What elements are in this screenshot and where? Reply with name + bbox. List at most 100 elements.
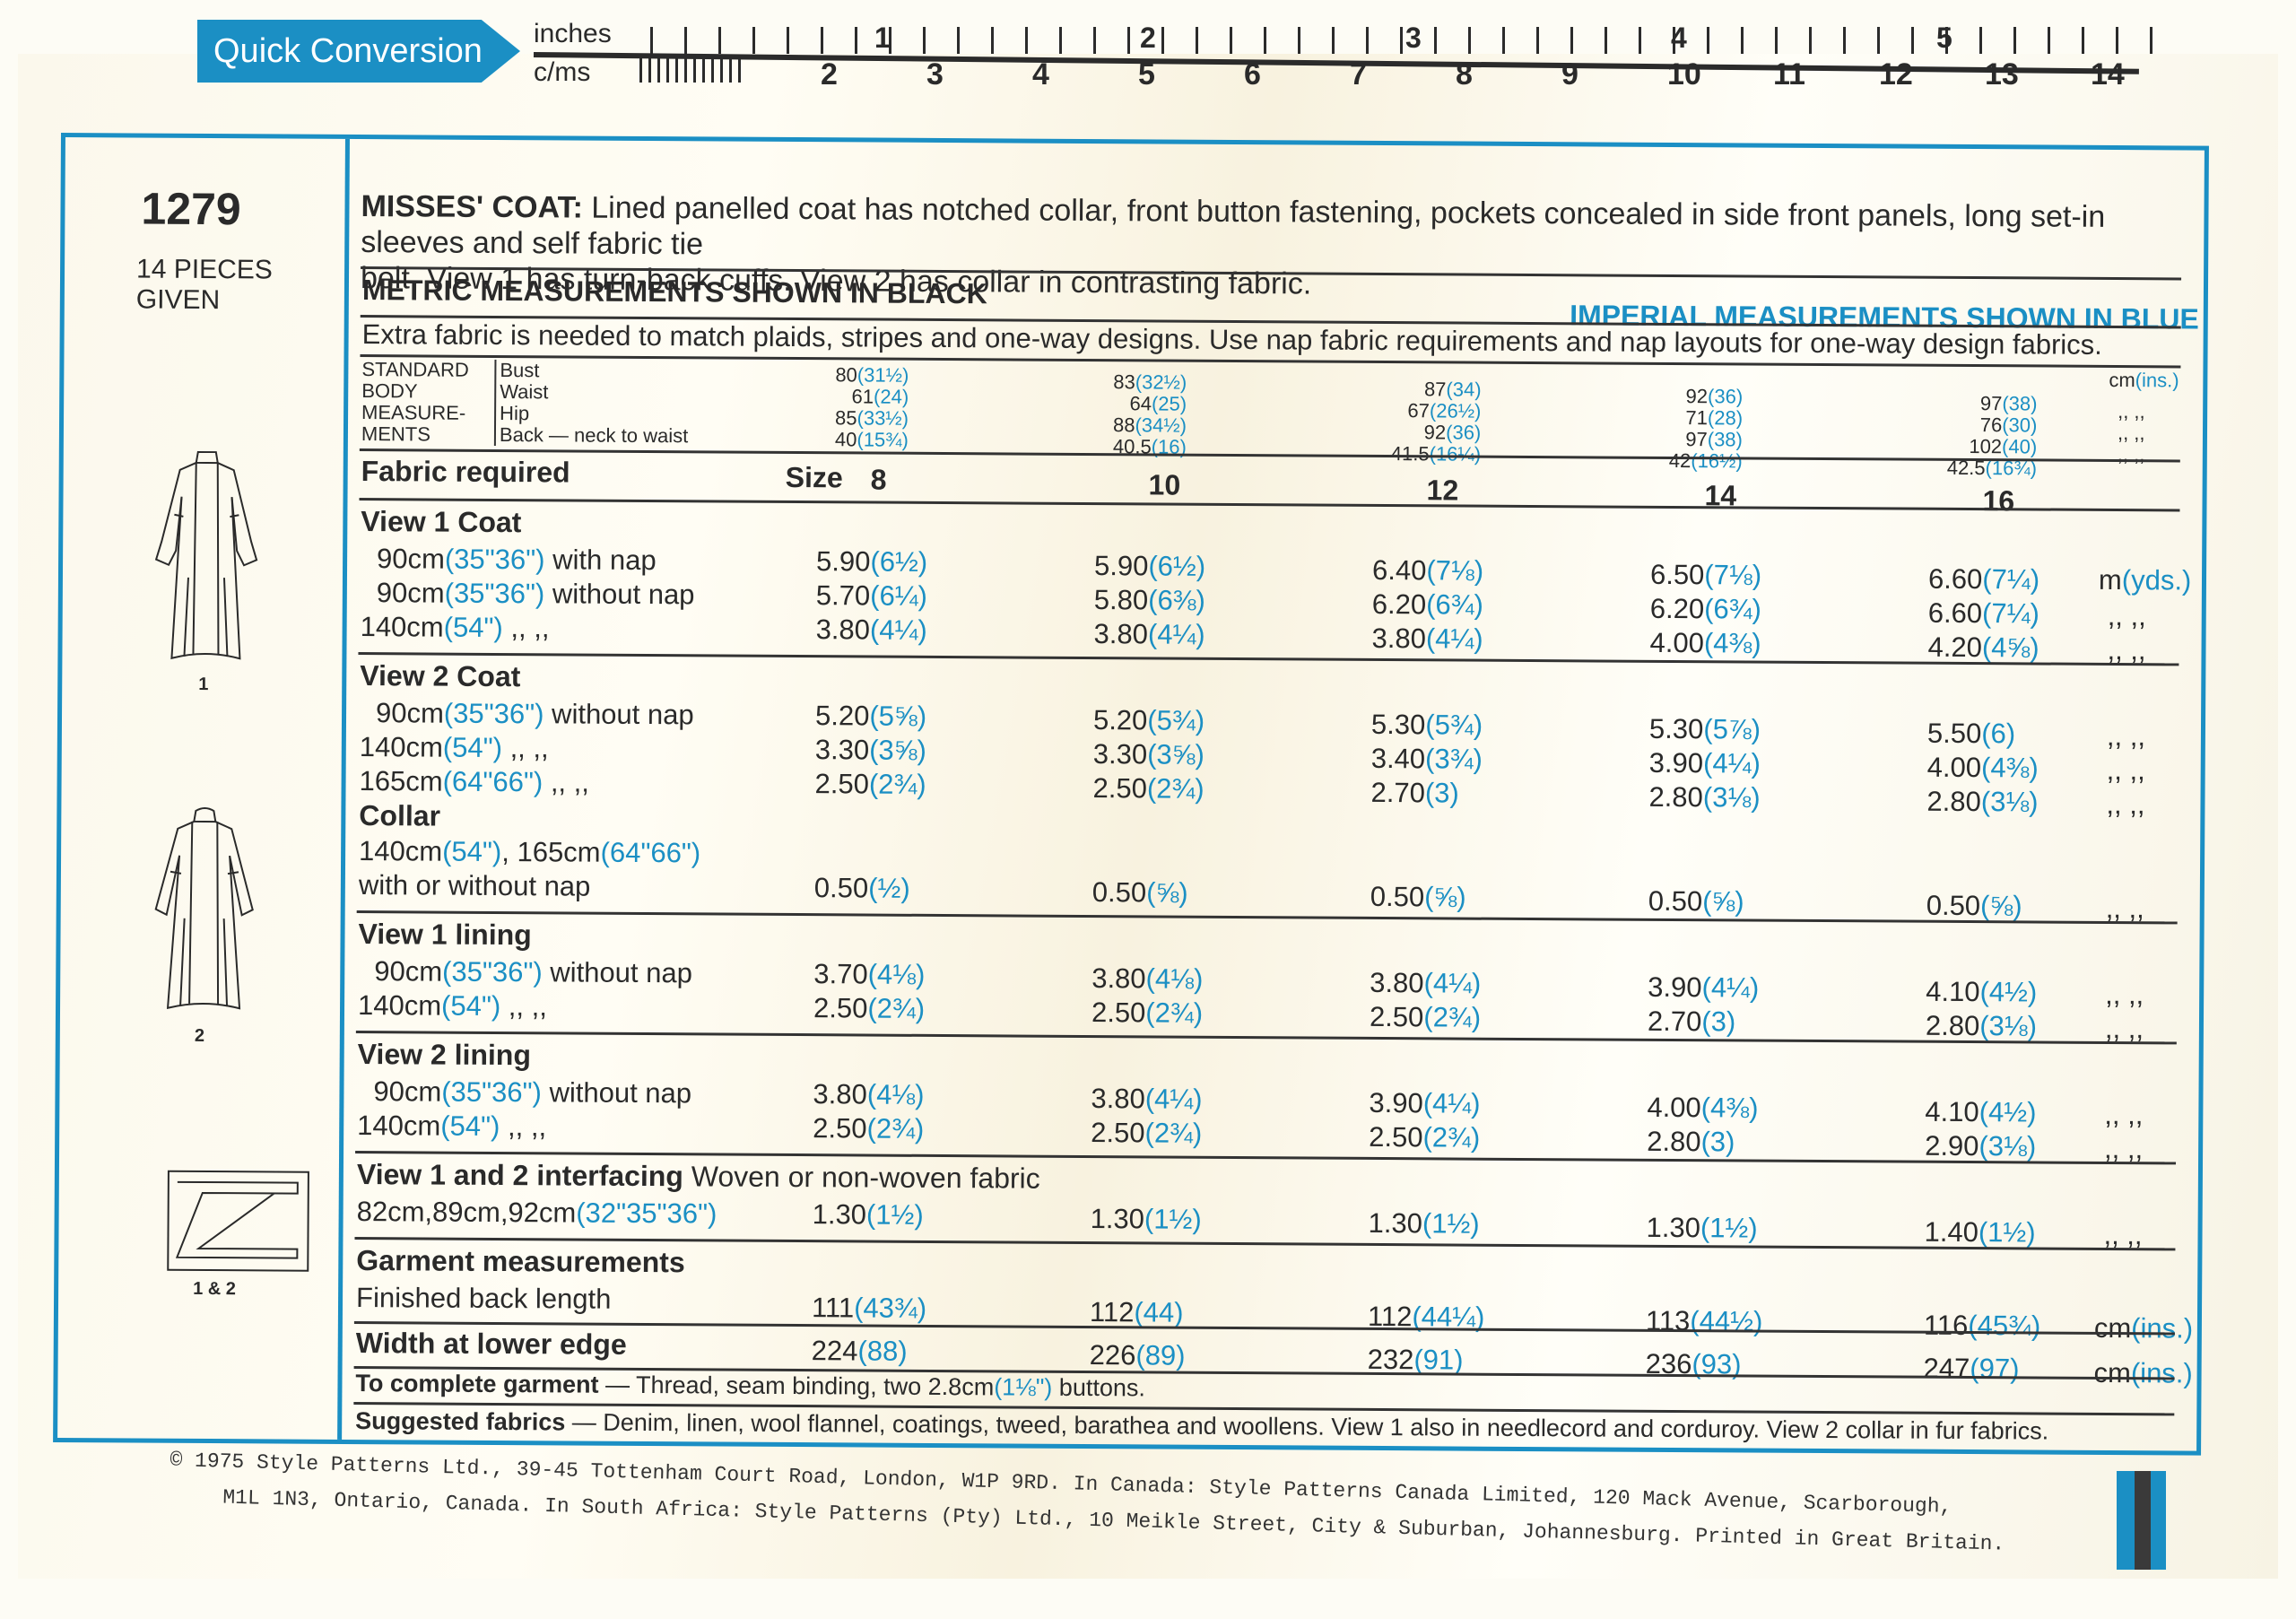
ruler-mm-tick (657, 57, 660, 83)
ruler-inch-tick (1264, 27, 1266, 54)
fabric-width-row: 90cm(35"36") without nap (376, 577, 695, 611)
ruler-inch-tick (1298, 27, 1300, 54)
ruler-inch-tick (1536, 27, 1539, 54)
belt-sketch (167, 1170, 309, 1272)
sketch-label-view-1-2: 1 & 2 (193, 1278, 237, 1300)
fabric-amount-size-14: 4.00(4⅜) (1649, 626, 1761, 659)
body-measurements-size-16: 97(38) 76(30) 102(40) 42.5(16¾) (1946, 392, 2038, 480)
fabric-amount-size-10: 3.80(4¼) (1091, 1083, 1203, 1115)
body-measurements-size-8: 80(31½) 61(24) 85(33½) 40(15¾) (834, 363, 909, 451)
ruler-cm-number: 3 (926, 57, 944, 91)
ruler-mm-tick (684, 57, 687, 83)
fabric-amount-size-10: 3.80(4¼) (1093, 618, 1205, 650)
fabric-amount-size-14: 5.30(5⅞) (1648, 712, 1761, 745)
ruler-inch-tick (787, 27, 789, 54)
divider (356, 910, 2178, 925)
fabric-amount-size-14: 0.50(⅝) (1648, 884, 1744, 918)
ruler-inch-tick (923, 27, 926, 54)
sketch-label-view-2: 2 (194, 1025, 205, 1046)
ruler-inch-tick (1502, 27, 1505, 54)
ruler-mm-tick (702, 57, 705, 83)
fabric-width-row: 90cm(35"36") with nap (377, 543, 657, 577)
fabric-amount-size-10: 2.50(2¾) (1092, 772, 1205, 805)
ruler-inch-tick (1570, 27, 1573, 54)
ruler-inch-tick (889, 27, 891, 54)
ruler-inch-tick (2116, 27, 2118, 54)
divider (353, 1321, 2175, 1336)
section-heading: View 1 lining (358, 918, 532, 952)
fabric-amount-size-12: 0.50(⅝) (1370, 880, 1466, 913)
measurement-unit: cm(ins.) (2109, 368, 2179, 392)
ruler-inch-number: 4 (1671, 22, 1687, 54)
fabric-amount-size-12: 3.40(3¾) (1370, 742, 1483, 775)
ruler-inch-number: 5 (1936, 22, 1952, 54)
coat-view-2-sketch (154, 806, 254, 1010)
ditto-mark: ,, ,, (2104, 1012, 2144, 1045)
ruler-cm-number: 10 (1667, 57, 1701, 91)
ruler-inch-tick (752, 27, 755, 54)
ruler-inch-tick (821, 27, 823, 54)
section-heading: View 1 Coat (361, 505, 522, 539)
section-heading: View 2 Coat (360, 659, 521, 693)
ruler-inch-tick (1025, 27, 1028, 54)
fabric-amount-size-8: 2.50(2¾) (813, 992, 926, 1024)
ruler-cm-number: 14 (2091, 57, 2125, 91)
ruler-inch-tick (2048, 27, 2050, 54)
fabric-amount-size-10: 3.80(4⅛) (1091, 962, 1204, 995)
ditto-mark: ,, ,, (2118, 400, 2145, 423)
fabric-amount-size-10: 3.30(3⅝) (1092, 738, 1205, 770)
body-measurements-size-12: 87(34) 67(26½) 92(36) 41.5(16¼) (1390, 378, 1482, 466)
fabric-amount-size-14: 2.80(3⅛) (1648, 780, 1761, 814)
ditto-mark: ,, ,, (2103, 1218, 2143, 1251)
fabric-amount-size-8: 5.90(6½) (815, 545, 928, 578)
size-column-8: 8 (870, 463, 887, 496)
section-heading: View 2 lining (357, 1038, 532, 1072)
fabric-amount-size-14: 1.30(1½) (1646, 1211, 1758, 1244)
fabric-amount-size-10: 5.80(6⅜) (1093, 584, 1206, 616)
fabric-amount-size-8: 5.70(6¼) (815, 579, 928, 612)
fabric-amount-size-10: 5.20(5¾) (1092, 704, 1205, 736)
ruler-inch-tick (1332, 27, 1335, 54)
fabric-amount-size-8: 2.50(2¾) (814, 768, 926, 800)
pattern-info-frame: 1279 14 PIECES GIVEN 1 2 (53, 133, 2209, 1456)
finished-back-length-label: Finished back length (355, 1282, 612, 1315)
fabric-amount-size-16: 247(97) (1923, 1352, 2020, 1385)
ruler-inch-tick (1127, 27, 1130, 54)
ruler-inch-tick (1196, 27, 1198, 54)
ditto-mark: ,, ,, (2107, 633, 2146, 666)
fabric-amount-size-14: 6.50(7⅛) (1649, 558, 1762, 591)
ruler-mm-tick (711, 57, 714, 83)
fabric-amount-size-8: 224(88) (811, 1335, 908, 1367)
ruler-mm-tick (729, 57, 732, 83)
ruler-inch-tick (1434, 27, 1437, 54)
ruler-cm-number: 13 (1985, 57, 2019, 91)
ditto-mark: ,, ,, (2117, 443, 2145, 466)
fabric-width-row: 140cm(54") ,, ,, (360, 611, 550, 644)
size-label: Size (785, 460, 843, 494)
ruler-mm-tick (639, 57, 642, 83)
ruler-inch-tick (1059, 27, 1062, 54)
fabric-width-row: 140cm(54") ,, ,, (359, 731, 549, 764)
fabric-amount-size-16: 4.20(4⅝) (1927, 631, 2039, 664)
ruler-inch-tick (1605, 27, 1607, 54)
fabric-amount-size-12: 1.30(1½) (1368, 1206, 1480, 1240)
ruler-cm-number: 6 (1244, 57, 1261, 91)
ruler-cm-number: 7 (1350, 57, 1367, 91)
ruler-inches-label: inches (534, 19, 612, 48)
fabric-amount-size-12: 2.50(2¾) (1369, 1000, 1482, 1033)
ruler-mm-tick (666, 57, 669, 83)
ruler-cm-number: 9 (1561, 57, 1578, 91)
ruler-mm-tick (693, 57, 696, 83)
fabric-amount-size-10: 0.50(⅝) (1091, 876, 1188, 909)
ruler-inch-tick (2082, 27, 2084, 54)
divider (355, 1031, 2177, 1045)
ruler-inch-number: 3 (1405, 22, 1422, 54)
fabric-amount-size-14: 2.70(3) (1647, 1005, 1736, 1038)
ruler-inch-tick (1707, 27, 1709, 54)
collar-nap: with or without nap (358, 869, 591, 902)
fabric-amount-size-12: 3.80(4¼) (1371, 622, 1483, 655)
body-measurements-size-10: 83(32½) 64(25) 88(34½) 40.5(16) (1112, 370, 1187, 458)
ruler-inch-tick (1979, 27, 1982, 54)
ditto-mark: ,, ,, (2106, 753, 2145, 787)
ruler-inch-tick (1468, 27, 1471, 54)
